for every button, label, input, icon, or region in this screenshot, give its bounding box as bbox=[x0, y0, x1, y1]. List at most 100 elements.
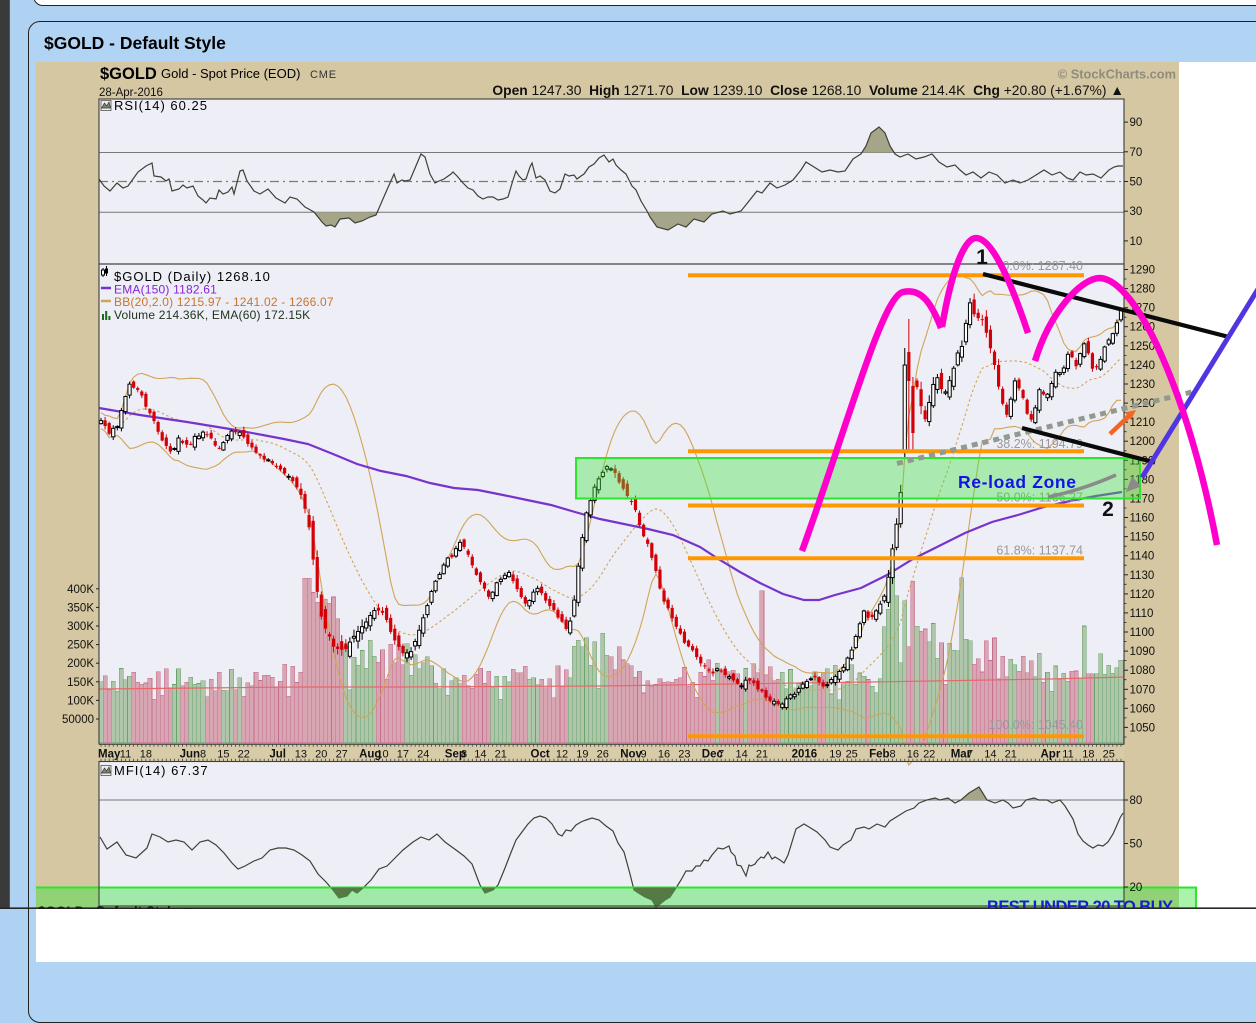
svg-text:10: 10 bbox=[376, 749, 388, 761]
svg-text:Nov: Nov bbox=[620, 749, 642, 761]
svg-text:1070: 1070 bbox=[1130, 684, 1156, 696]
svg-text:Sep: Sep bbox=[445, 749, 466, 761]
svg-text:1060: 1060 bbox=[1130, 703, 1156, 715]
svg-text:10: 10 bbox=[1130, 236, 1143, 248]
svg-text:1110: 1110 bbox=[1130, 608, 1154, 620]
svg-text:50: 50 bbox=[1130, 839, 1143, 851]
svg-text:16: 16 bbox=[658, 749, 670, 761]
svg-text:90: 90 bbox=[1130, 117, 1143, 129]
svg-text:1: 1 bbox=[976, 246, 988, 269]
svg-text:CME: CME bbox=[310, 69, 337, 81]
svg-text:Dec: Dec bbox=[702, 749, 724, 761]
svg-text:May: May bbox=[98, 749, 121, 761]
svg-text:21: 21 bbox=[495, 749, 507, 761]
svg-text:19: 19 bbox=[576, 749, 588, 761]
svg-text:200K: 200K bbox=[67, 658, 94, 670]
svg-text:28-Apr-2016: 28-Apr-2016 bbox=[99, 87, 163, 99]
svg-text:22: 22 bbox=[923, 749, 935, 761]
svg-text:1130: 1130 bbox=[1130, 570, 1155, 582]
svg-text:400K: 400K bbox=[67, 584, 94, 596]
svg-text:14: 14 bbox=[984, 749, 996, 761]
svg-text:1240: 1240 bbox=[1130, 360, 1156, 372]
svg-text:EMA(150) 1182.61: EMA(150) 1182.61 bbox=[114, 283, 217, 297]
svg-text:38.2%: 1194.79: 38.2%: 1194.79 bbox=[996, 437, 1083, 451]
svg-text:$GOLD (Daily) 1268.10: $GOLD (Daily) 1268.10 bbox=[114, 269, 271, 284]
svg-text:7: 7 bbox=[967, 749, 973, 761]
svg-text:1290: 1290 bbox=[1130, 265, 1156, 277]
svg-text:25: 25 bbox=[1103, 749, 1115, 761]
svg-text:18: 18 bbox=[1082, 749, 1094, 761]
svg-text:61.8%: 1137.74: 61.8%: 1137.74 bbox=[996, 544, 1083, 558]
svg-text:19: 19 bbox=[829, 749, 841, 761]
svg-text:1100: 1100 bbox=[1130, 627, 1155, 639]
svg-text:1230: 1230 bbox=[1130, 379, 1156, 391]
svg-text:BB(20,2.0) 1215.97 - 1241.02 -: BB(20,2.0) 1215.97 - 1241.02 - 1266.07 bbox=[114, 295, 334, 309]
svg-text:13: 13 bbox=[295, 749, 307, 761]
svg-text:11: 11 bbox=[1062, 749, 1073, 761]
svg-text:Aug: Aug bbox=[359, 749, 381, 761]
svg-text:20: 20 bbox=[1130, 882, 1143, 894]
svg-text:150K: 150K bbox=[67, 677, 94, 689]
svg-text:21: 21 bbox=[1005, 749, 1017, 761]
svg-text:250K: 250K bbox=[67, 640, 94, 652]
svg-text:BEST UNDER 20 TO BUY: BEST UNDER 20 TO BUY bbox=[987, 898, 1173, 909]
svg-text:8: 8 bbox=[889, 749, 895, 761]
svg-text:21: 21 bbox=[756, 749, 768, 761]
svg-text:15: 15 bbox=[217, 749, 229, 761]
svg-text:0.0%: 1287.40: 0.0%: 1287.40 bbox=[1002, 259, 1083, 273]
svg-text:1150: 1150 bbox=[1130, 532, 1155, 544]
svg-text:2: 2 bbox=[1102, 498, 1114, 521]
svg-text:22: 22 bbox=[238, 749, 250, 761]
svg-text:2016: 2016 bbox=[792, 749, 818, 761]
svg-text:25: 25 bbox=[846, 749, 858, 761]
svg-text:1280: 1280 bbox=[1130, 284, 1156, 296]
svg-text:14: 14 bbox=[474, 749, 486, 761]
svg-text:8: 8 bbox=[200, 749, 206, 761]
svg-text:1140: 1140 bbox=[1130, 551, 1155, 563]
svg-text:1160: 1160 bbox=[1130, 513, 1155, 525]
svg-text:$GOLD: $GOLD bbox=[100, 65, 157, 83]
svg-text:Oct: Oct bbox=[531, 749, 550, 761]
svg-text:1200: 1200 bbox=[1130, 436, 1156, 448]
svg-text:50: 50 bbox=[1130, 177, 1143, 189]
svg-text:20: 20 bbox=[315, 749, 327, 761]
svg-text:1090: 1090 bbox=[1130, 646, 1156, 658]
svg-text:11: 11 bbox=[120, 749, 131, 761]
svg-text:MFI(14) 67.37: MFI(14) 67.37 bbox=[114, 763, 209, 778]
svg-text:1250: 1250 bbox=[1130, 341, 1156, 353]
svg-text:Apr: Apr bbox=[1041, 749, 1061, 761]
svg-text:Gold - Spot Price (EOD): Gold - Spot Price (EOD) bbox=[161, 66, 300, 81]
svg-text:Jun: Jun bbox=[180, 749, 200, 761]
svg-text:23: 23 bbox=[678, 749, 690, 761]
svg-text:1210: 1210 bbox=[1130, 417, 1156, 429]
svg-text:$GOLD - Default Style ▼: $GOLD - Default Style ▼ bbox=[38, 904, 195, 909]
svg-text:7: 7 bbox=[718, 749, 724, 761]
svg-text:© StockCharts.com: © StockCharts.com bbox=[1058, 67, 1176, 82]
svg-text:1170: 1170 bbox=[1130, 494, 1155, 506]
svg-text:14: 14 bbox=[735, 749, 747, 761]
svg-text:24: 24 bbox=[417, 749, 429, 761]
svg-text:Re-load Zone: Re-load Zone bbox=[958, 472, 1076, 492]
svg-text:100.0%: 1045.40: 100.0%: 1045.40 bbox=[988, 718, 1083, 732]
svg-text:50000: 50000 bbox=[62, 714, 94, 726]
svg-text:1120: 1120 bbox=[1130, 589, 1155, 601]
svg-text:26: 26 bbox=[597, 749, 609, 761]
svg-text:Jul: Jul bbox=[269, 749, 286, 761]
svg-text:350K: 350K bbox=[67, 602, 94, 614]
svg-text:8: 8 bbox=[461, 749, 467, 761]
svg-text:12: 12 bbox=[556, 749, 568, 761]
svg-text:Volume 214.36K, EMA(60) 172.15: Volume 214.36K, EMA(60) 172.15K bbox=[114, 308, 310, 322]
svg-text:1080: 1080 bbox=[1130, 665, 1156, 677]
svg-text:70: 70 bbox=[1130, 147, 1143, 159]
svg-text:27: 27 bbox=[336, 749, 348, 761]
svg-text:Mar: Mar bbox=[951, 749, 972, 761]
svg-text:1050: 1050 bbox=[1130, 722, 1156, 734]
svg-text:18: 18 bbox=[140, 749, 152, 761]
svg-text:100K: 100K bbox=[67, 695, 94, 707]
svg-text:Feb: Feb bbox=[869, 749, 889, 761]
svg-text:17: 17 bbox=[397, 749, 409, 761]
svg-text:16: 16 bbox=[907, 749, 919, 761]
svg-text:300K: 300K bbox=[67, 621, 94, 633]
svg-text:RSI(14) 60.25: RSI(14) 60.25 bbox=[114, 98, 208, 113]
svg-text:Open 1247.30 High 1271.70 Lo: Open 1247.30 High 1271.70 Low 1239.10 Cl… bbox=[492, 83, 1124, 98]
